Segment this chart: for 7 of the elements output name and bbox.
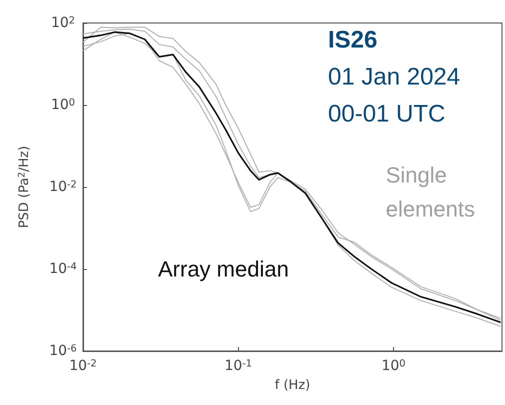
text: Array median	[158, 256, 289, 282]
annotation: 00-01 UTC	[328, 100, 446, 128]
annotation: IS26	[328, 26, 378, 54]
y-axis-title: PSD (Pa2/Hz)	[17, 146, 32, 228]
x-axis-title: f (Hz)	[274, 378, 310, 393]
annotation: 01 Jan 2024	[328, 64, 460, 90]
series-label: Single elements	[386, 162, 476, 222]
